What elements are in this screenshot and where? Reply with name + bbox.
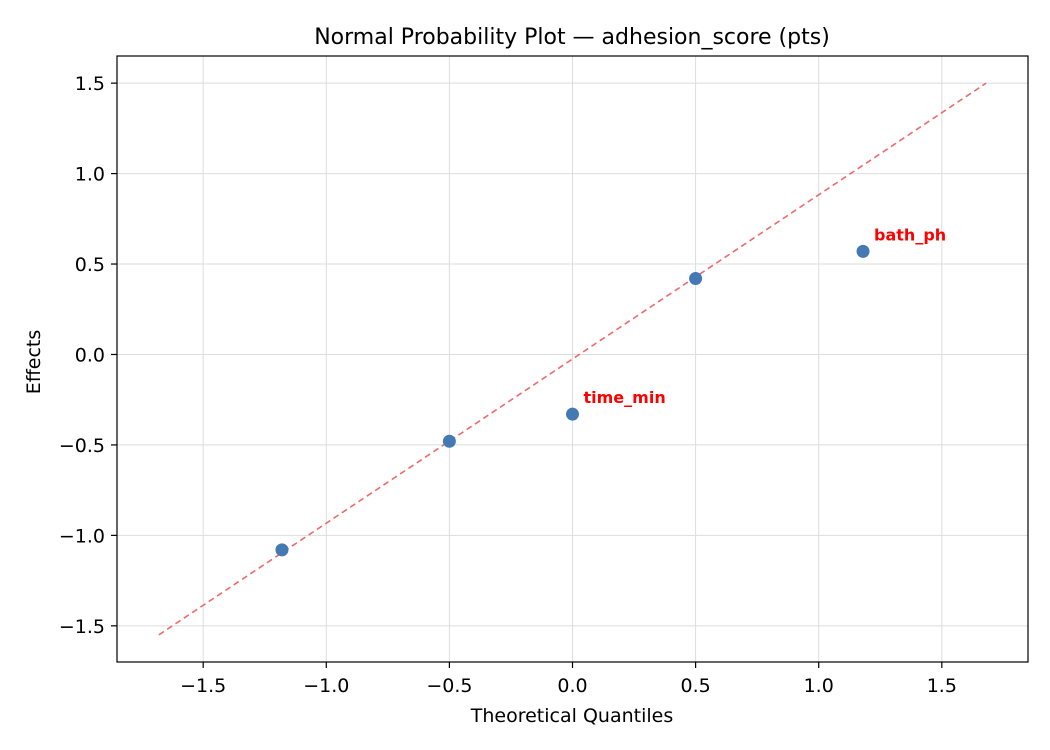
reference-line-group <box>158 82 987 636</box>
point-label: time_min <box>584 388 666 407</box>
y-tick-label: −1.0 <box>59 525 105 547</box>
x-axis-ticks: −1.5 −1.0 −0.5 0.0 0.5 1.0 1.5 <box>180 662 957 697</box>
x-axis-label: Theoretical Quantiles <box>470 705 673 727</box>
y-tick-label: 1.0 <box>75 164 105 186</box>
x-tick-label: 0.5 <box>680 675 710 697</box>
data-point <box>566 407 579 421</box>
y-tick-label: 0.0 <box>75 344 105 366</box>
data-points <box>275 244 870 557</box>
y-axis-label: Effects <box>23 330 45 395</box>
y-tick-label: −1.5 <box>59 616 105 638</box>
data-point <box>442 434 456 448</box>
x-tick-label: 0.0 <box>557 675 587 697</box>
y-tick-label: 0.5 <box>75 254 105 276</box>
chart-title: Normal Probability Plot — adhesion_score… <box>314 25 830 50</box>
point-annotations: time_min bath_ph <box>584 225 947 407</box>
y-tick-label: −0.5 <box>59 435 105 457</box>
x-tick-label: −1.5 <box>180 675 226 697</box>
y-tick-label: 1.5 <box>75 73 105 95</box>
grid-lines <box>117 56 1028 662</box>
data-point <box>689 272 703 286</box>
x-tick-label: −1.0 <box>303 675 349 697</box>
x-tick-label: 1.0 <box>804 675 834 697</box>
data-point <box>275 543 289 557</box>
x-tick-label: −0.5 <box>426 675 472 697</box>
point-label: bath_ph <box>874 225 946 244</box>
reference-line <box>158 82 987 636</box>
x-tick-label: 1.5 <box>927 675 957 697</box>
data-point <box>856 244 870 258</box>
y-axis-ticks: −1.5 −1.0 −0.5 0.0 0.5 1.0 1.5 <box>59 73 117 638</box>
